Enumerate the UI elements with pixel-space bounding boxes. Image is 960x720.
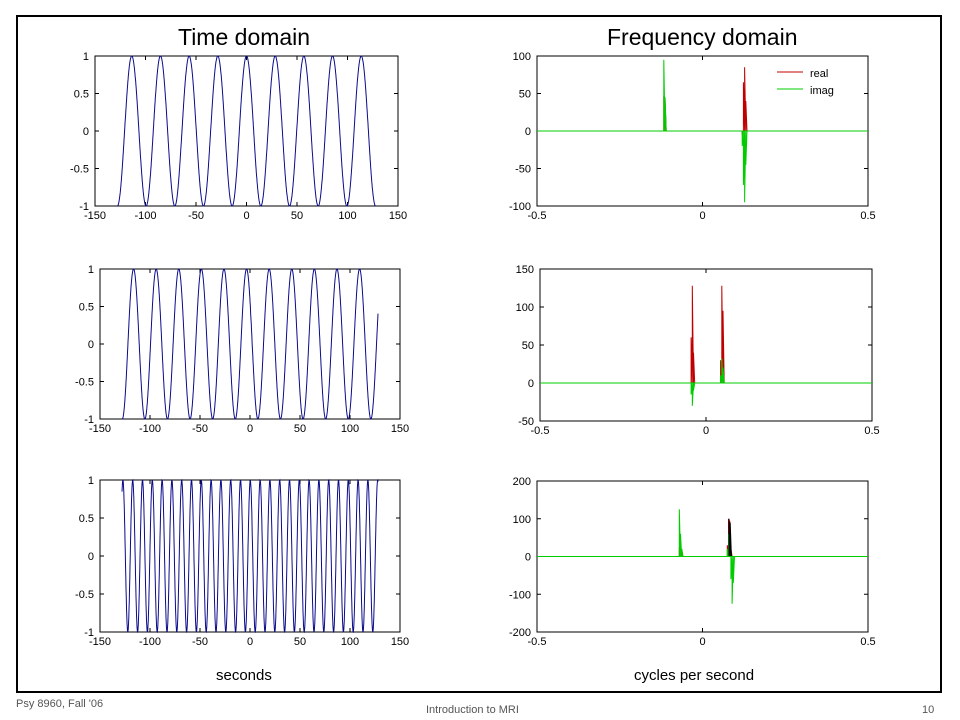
plot-frame xyxy=(99,268,401,420)
y-tick-label: 0.5 xyxy=(74,89,89,101)
x-tick-label: -150 xyxy=(89,423,111,435)
x-tick-label: -100 xyxy=(134,210,156,222)
footer-page-number: 10 xyxy=(922,704,935,716)
y-tick-label: -50 xyxy=(515,164,531,176)
legend: real imag xyxy=(777,68,834,97)
x-tick-label: 150 xyxy=(389,210,407,222)
x-tick-label: 0 xyxy=(243,210,249,222)
y-tick-label: -1 xyxy=(79,201,89,213)
y-tick-label: -0.5 xyxy=(75,377,94,389)
y-tick-label: -100 xyxy=(509,589,531,601)
x-tick-label: 0 xyxy=(699,636,705,648)
spike-real xyxy=(690,285,696,384)
y-tick-label: 50 xyxy=(522,340,534,352)
footer-topic: Introduction to MRI xyxy=(426,704,519,716)
footer-course: Psy 8960, Fall '06 xyxy=(16,698,104,710)
y-tick-label: 1 xyxy=(83,51,89,63)
y-tick-label: 0.5 xyxy=(79,302,94,314)
y-tick-label: 100 xyxy=(516,302,534,314)
frequency-axis-caption: cycles per second xyxy=(634,667,755,684)
x-tick-label: 0.5 xyxy=(864,425,879,437)
y-tick-label: 0.5 xyxy=(79,513,94,525)
y-tick-label: 1 xyxy=(88,264,94,276)
y-tick-label: -100 xyxy=(509,201,531,213)
x-tick-label: 50 xyxy=(291,210,303,222)
x-tick-label: -50 xyxy=(192,423,208,435)
y-tick-label: 1 xyxy=(88,475,94,487)
subplot-6: -0.5 0 0.5 200 100 0 -100 -200 xyxy=(509,476,876,648)
y-tick-label: -1 xyxy=(84,414,94,426)
x-tick-label: -100 xyxy=(139,423,161,435)
x-tick-label: 0 xyxy=(247,636,253,648)
time-axis-caption: seconds xyxy=(216,667,272,684)
x-tick-label: 150 xyxy=(391,636,409,648)
x-tick-label: 0 xyxy=(699,210,705,222)
x-tick-label: -100 xyxy=(139,636,161,648)
y-tick-label: 50 xyxy=(519,89,531,101)
y-tick-label: 0 xyxy=(525,126,531,138)
x-tick-label: -50 xyxy=(188,210,204,222)
x-tick-label: -0.5 xyxy=(528,210,547,222)
y-tick-label: 0 xyxy=(525,552,531,564)
y-tick-label: 0 xyxy=(88,339,94,351)
subplot-1: -150 -100 -50 0 50 100 150 1 0.5 0 -0.5 -1 xyxy=(70,51,407,222)
spike-real xyxy=(720,285,725,384)
signal-line xyxy=(117,55,376,207)
x-tick-label: 150 xyxy=(391,423,409,435)
x-tick-label: -150 xyxy=(84,210,106,222)
y-tick-label: 0 xyxy=(83,126,89,138)
legend-label-real: real xyxy=(810,68,828,80)
slide-frame xyxy=(16,15,942,693)
x-tick-label: 100 xyxy=(338,210,356,222)
x-tick-label: 0 xyxy=(703,425,709,437)
y-tick-label: 200 xyxy=(513,476,531,488)
y-tick-label: -0.5 xyxy=(70,164,89,176)
x-tick-label: -150 xyxy=(89,636,111,648)
y-tick-label: 150 xyxy=(516,264,534,276)
x-tick-label: -0.5 xyxy=(531,425,550,437)
subplot-5: -150 -100 -50 0 50 100 150 1 0.5 0 -0.5 -1 xyxy=(75,475,409,648)
signal-line xyxy=(121,478,379,634)
x-tick-label: -50 xyxy=(192,636,208,648)
spike-imag xyxy=(720,358,725,384)
y-tick-label: -200 xyxy=(509,627,531,639)
x-tick-label: -0.5 xyxy=(528,636,547,648)
y-tick-label: 100 xyxy=(513,51,531,63)
subplot-4: -0.5 0 0.5 150 100 50 0 -50 xyxy=(516,264,880,437)
y-tick-label: 0 xyxy=(88,551,94,563)
x-tick-label: 50 xyxy=(294,636,306,648)
subplot-2: -0.5 0 0.5 100 50 0 -50 -100 real imag xyxy=(509,51,876,222)
signal-line xyxy=(121,268,379,420)
y-tick-label: -1 xyxy=(84,627,94,639)
y-tick-label: 100 xyxy=(513,514,531,526)
y-tick-label: -50 xyxy=(518,416,534,428)
time-domain-title: Time domain xyxy=(178,24,311,50)
x-tick-label: 100 xyxy=(341,636,359,648)
x-tick-label: 0 xyxy=(247,423,253,435)
frequency-domain-title: Frequency domain xyxy=(607,24,798,50)
spike-imag xyxy=(678,509,684,557)
x-tick-label: 50 xyxy=(294,423,306,435)
x-tick-label: 0.5 xyxy=(860,210,875,222)
y-tick-label: 0 xyxy=(528,378,534,390)
spike-imag xyxy=(690,382,696,406)
x-tick-label: 0.5 xyxy=(860,636,875,648)
plot-frame xyxy=(539,268,873,422)
plot-frame xyxy=(94,55,399,207)
subplot-3: -150 -100 -50 0 50 100 150 1 0.5 0 -0.5 -1 xyxy=(75,264,409,435)
x-tick-label: 100 xyxy=(341,423,359,435)
y-tick-label: -0.5 xyxy=(75,589,94,601)
legend-label-imag: imag xyxy=(810,85,834,97)
